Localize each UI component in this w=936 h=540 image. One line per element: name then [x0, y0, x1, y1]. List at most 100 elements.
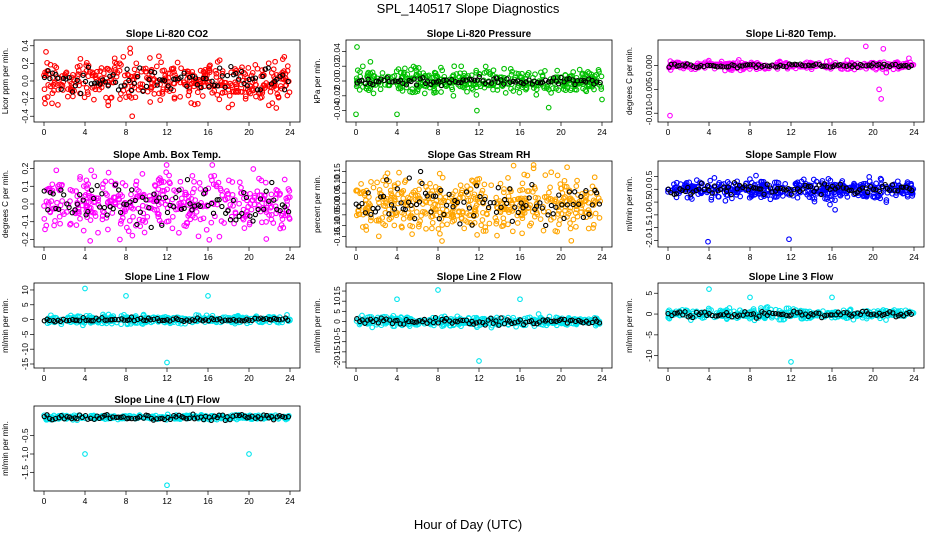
data-point: [284, 92, 291, 99]
plot-frame: [657, 282, 925, 369]
data-point: [203, 75, 209, 82]
outlier-point: [599, 96, 605, 103]
data-point: [576, 66, 583, 73]
data-point: [401, 179, 408, 185]
data-point: [900, 190, 907, 197]
data-point: [580, 70, 586, 77]
data-point: [143, 83, 150, 90]
data-point: [486, 220, 493, 227]
x-tick-label: 0: [42, 373, 47, 383]
data-point: [77, 176, 83, 182]
data-point: [589, 202, 595, 208]
data-point: [52, 218, 58, 224]
data-point: [189, 189, 196, 196]
data-point: [419, 180, 425, 187]
data-point: [123, 224, 130, 231]
data-point: [743, 180, 749, 187]
data-point: [142, 65, 149, 72]
data-point: [886, 187, 893, 193]
data-point: [383, 182, 389, 188]
data-point: [219, 318, 225, 324]
data-point: [724, 64, 730, 70]
data-point: [185, 92, 192, 99]
data-point: [239, 318, 245, 324]
data-point: [463, 317, 470, 323]
data-point: [713, 313, 719, 319]
y-tick-label: -0.2: [20, 91, 30, 106]
data-point: [370, 81, 376, 88]
data-point: [585, 199, 592, 206]
data-point: [824, 312, 830, 318]
data-point: [515, 196, 521, 202]
data-point: [471, 213, 477, 219]
data-point: [125, 72, 132, 79]
outlier-point: [687, 194, 694, 200]
data-point: [144, 196, 151, 203]
data-point: [375, 320, 382, 326]
data-point: [403, 84, 410, 91]
data-point: [359, 77, 365, 83]
data-point: [572, 189, 578, 195]
data-point: [128, 73, 135, 80]
x-tick-label: 0: [42, 496, 47, 506]
panel-title: Slope Li-820 CO2: [126, 29, 209, 40]
data-point: [391, 194, 397, 201]
data-point: [258, 315, 264, 321]
data-point: [176, 187, 182, 193]
data-point: [98, 65, 105, 71]
data-point: [580, 214, 587, 221]
data-point: [555, 81, 562, 87]
data-point: [421, 90, 428, 97]
x-tick-label: 24: [597, 373, 607, 383]
data-point: [548, 90, 554, 96]
data-points: [353, 162, 604, 244]
data-point: [482, 63, 489, 70]
data-point: [155, 186, 162, 193]
data-point: [844, 194, 851, 200]
data-point: [465, 202, 472, 209]
data-point: [225, 317, 231, 323]
data-point: [595, 195, 602, 201]
data-point: [462, 217, 468, 224]
data-point: [212, 82, 218, 89]
data-point: [41, 72, 47, 79]
data-point: [117, 96, 123, 102]
data-point: [473, 183, 480, 189]
data-point: [546, 189, 552, 196]
data-point: [528, 220, 535, 227]
x-tick-label: 8: [748, 252, 753, 262]
data-point: [508, 71, 515, 78]
data-point: [482, 196, 488, 203]
data-point: [429, 219, 436, 226]
y-axis-label: ml/min per min.: [625, 298, 634, 353]
data-point: [391, 73, 398, 79]
data-point: [533, 201, 540, 208]
data-point: [739, 63, 745, 69]
data-point: [539, 73, 546, 80]
data-point: [105, 102, 112, 109]
data-point: [563, 183, 570, 190]
data-point: [597, 79, 603, 86]
x-tick-label: 16: [203, 127, 213, 137]
outlier-point: [564, 164, 570, 171]
series-points: [354, 74, 603, 89]
data-point: [490, 67, 497, 74]
data-point: [900, 184, 906, 190]
x-tick-label: 16: [203, 373, 213, 383]
data-point: [110, 72, 116, 78]
data-point: [163, 169, 170, 176]
data-point: [113, 60, 120, 67]
data-point: [898, 63, 904, 69]
data-point: [480, 209, 486, 216]
data-point: [473, 212, 480, 218]
data-point: [685, 184, 691, 191]
outlier-point: [829, 294, 835, 301]
data-point: [104, 192, 110, 198]
outlier-point: [394, 296, 400, 303]
data-point: [485, 79, 492, 85]
y-tick-label: 5: [332, 309, 342, 314]
data-point: [582, 198, 589, 205]
data-point: [832, 197, 838, 204]
data-point: [271, 197, 277, 203]
data-point: [547, 184, 553, 191]
